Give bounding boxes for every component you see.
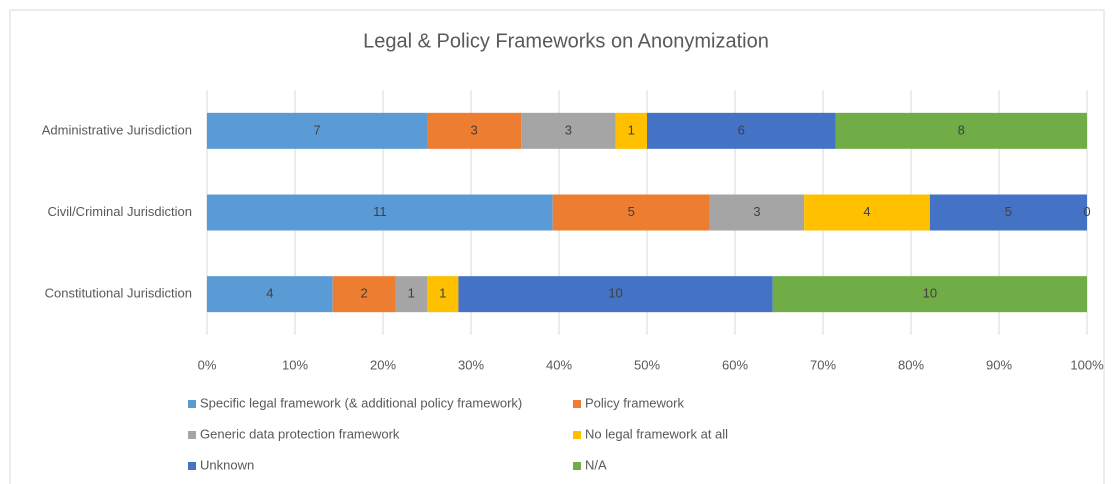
data-label: 4 [266, 286, 273, 301]
data-label: 10 [923, 286, 937, 301]
bar-segment [521, 112, 616, 149]
bar-segment [552, 194, 710, 231]
bar-segment [207, 112, 427, 149]
legend-label: Specific legal framework (& additional p… [200, 395, 522, 410]
x-tick-label: 70% [810, 357, 836, 372]
bar-segment [804, 194, 930, 231]
x-tick-label: 40% [546, 357, 572, 372]
x-tick-label: 90% [986, 357, 1012, 372]
legend-swatch [573, 431, 581, 439]
x-tick-label: 60% [722, 357, 748, 372]
legend-label: Unknown [200, 457, 254, 472]
bar-segment [332, 276, 396, 313]
legend-label: Policy framework [585, 395, 684, 410]
data-label: 3 [753, 204, 760, 219]
x-tick-label: 10% [282, 357, 308, 372]
legend-swatch [188, 400, 196, 408]
bar-segment [458, 276, 773, 313]
data-label: 10 [608, 286, 622, 301]
x-tick-label: 50% [634, 357, 660, 372]
x-tick-label: 0% [198, 357, 217, 372]
data-label: 1 [439, 286, 446, 301]
bar-segment [427, 276, 459, 313]
data-label: 1 [628, 122, 635, 137]
legend-label: N/A [585, 457, 607, 472]
chart-title: Legal & Policy Frameworks on Anonymizati… [363, 30, 769, 52]
data-label: 7 [313, 122, 320, 137]
y-tick-label: Administrative Jurisdiction [42, 122, 192, 137]
legend-swatch [188, 462, 196, 470]
data-label: 11 [373, 204, 387, 219]
data-label: 4 [863, 204, 870, 219]
data-label: 2 [361, 286, 368, 301]
bar-segment [647, 112, 836, 149]
x-tick-label: 100% [1070, 357, 1104, 372]
bar-segment [709, 194, 805, 231]
data-label: 0 [1083, 204, 1090, 219]
legend-swatch [573, 400, 581, 408]
data-label: 5 [628, 204, 635, 219]
x-tick-label: 80% [898, 357, 924, 372]
legend-label: No legal framework at all [585, 426, 728, 441]
data-label: 1 [408, 286, 415, 301]
bar-segment [207, 194, 553, 231]
bar-segment [835, 112, 1087, 149]
bar-segment [615, 112, 647, 149]
bar-segment [395, 276, 427, 313]
bar-segment [772, 276, 1087, 313]
y-tick-label: Constitutional Jurisdiction [45, 286, 192, 301]
data-label: 8 [958, 122, 965, 137]
bar-segment [207, 276, 333, 313]
y-tick-label: Civil/Criminal Jurisdiction [48, 204, 192, 219]
bar-segment [929, 194, 1087, 231]
x-tick-label: 30% [458, 357, 484, 372]
legend-label: Generic data protection framework [200, 426, 400, 441]
chart-frame [9, 9, 1105, 484]
legend-swatch [573, 462, 581, 470]
legend-swatch [188, 431, 196, 439]
data-label: 3 [471, 122, 478, 137]
x-tick-label: 20% [370, 357, 396, 372]
bar-segment [427, 112, 522, 149]
data-label: 3 [565, 122, 572, 137]
data-label: 6 [738, 122, 745, 137]
data-label: 5 [1005, 204, 1012, 219]
